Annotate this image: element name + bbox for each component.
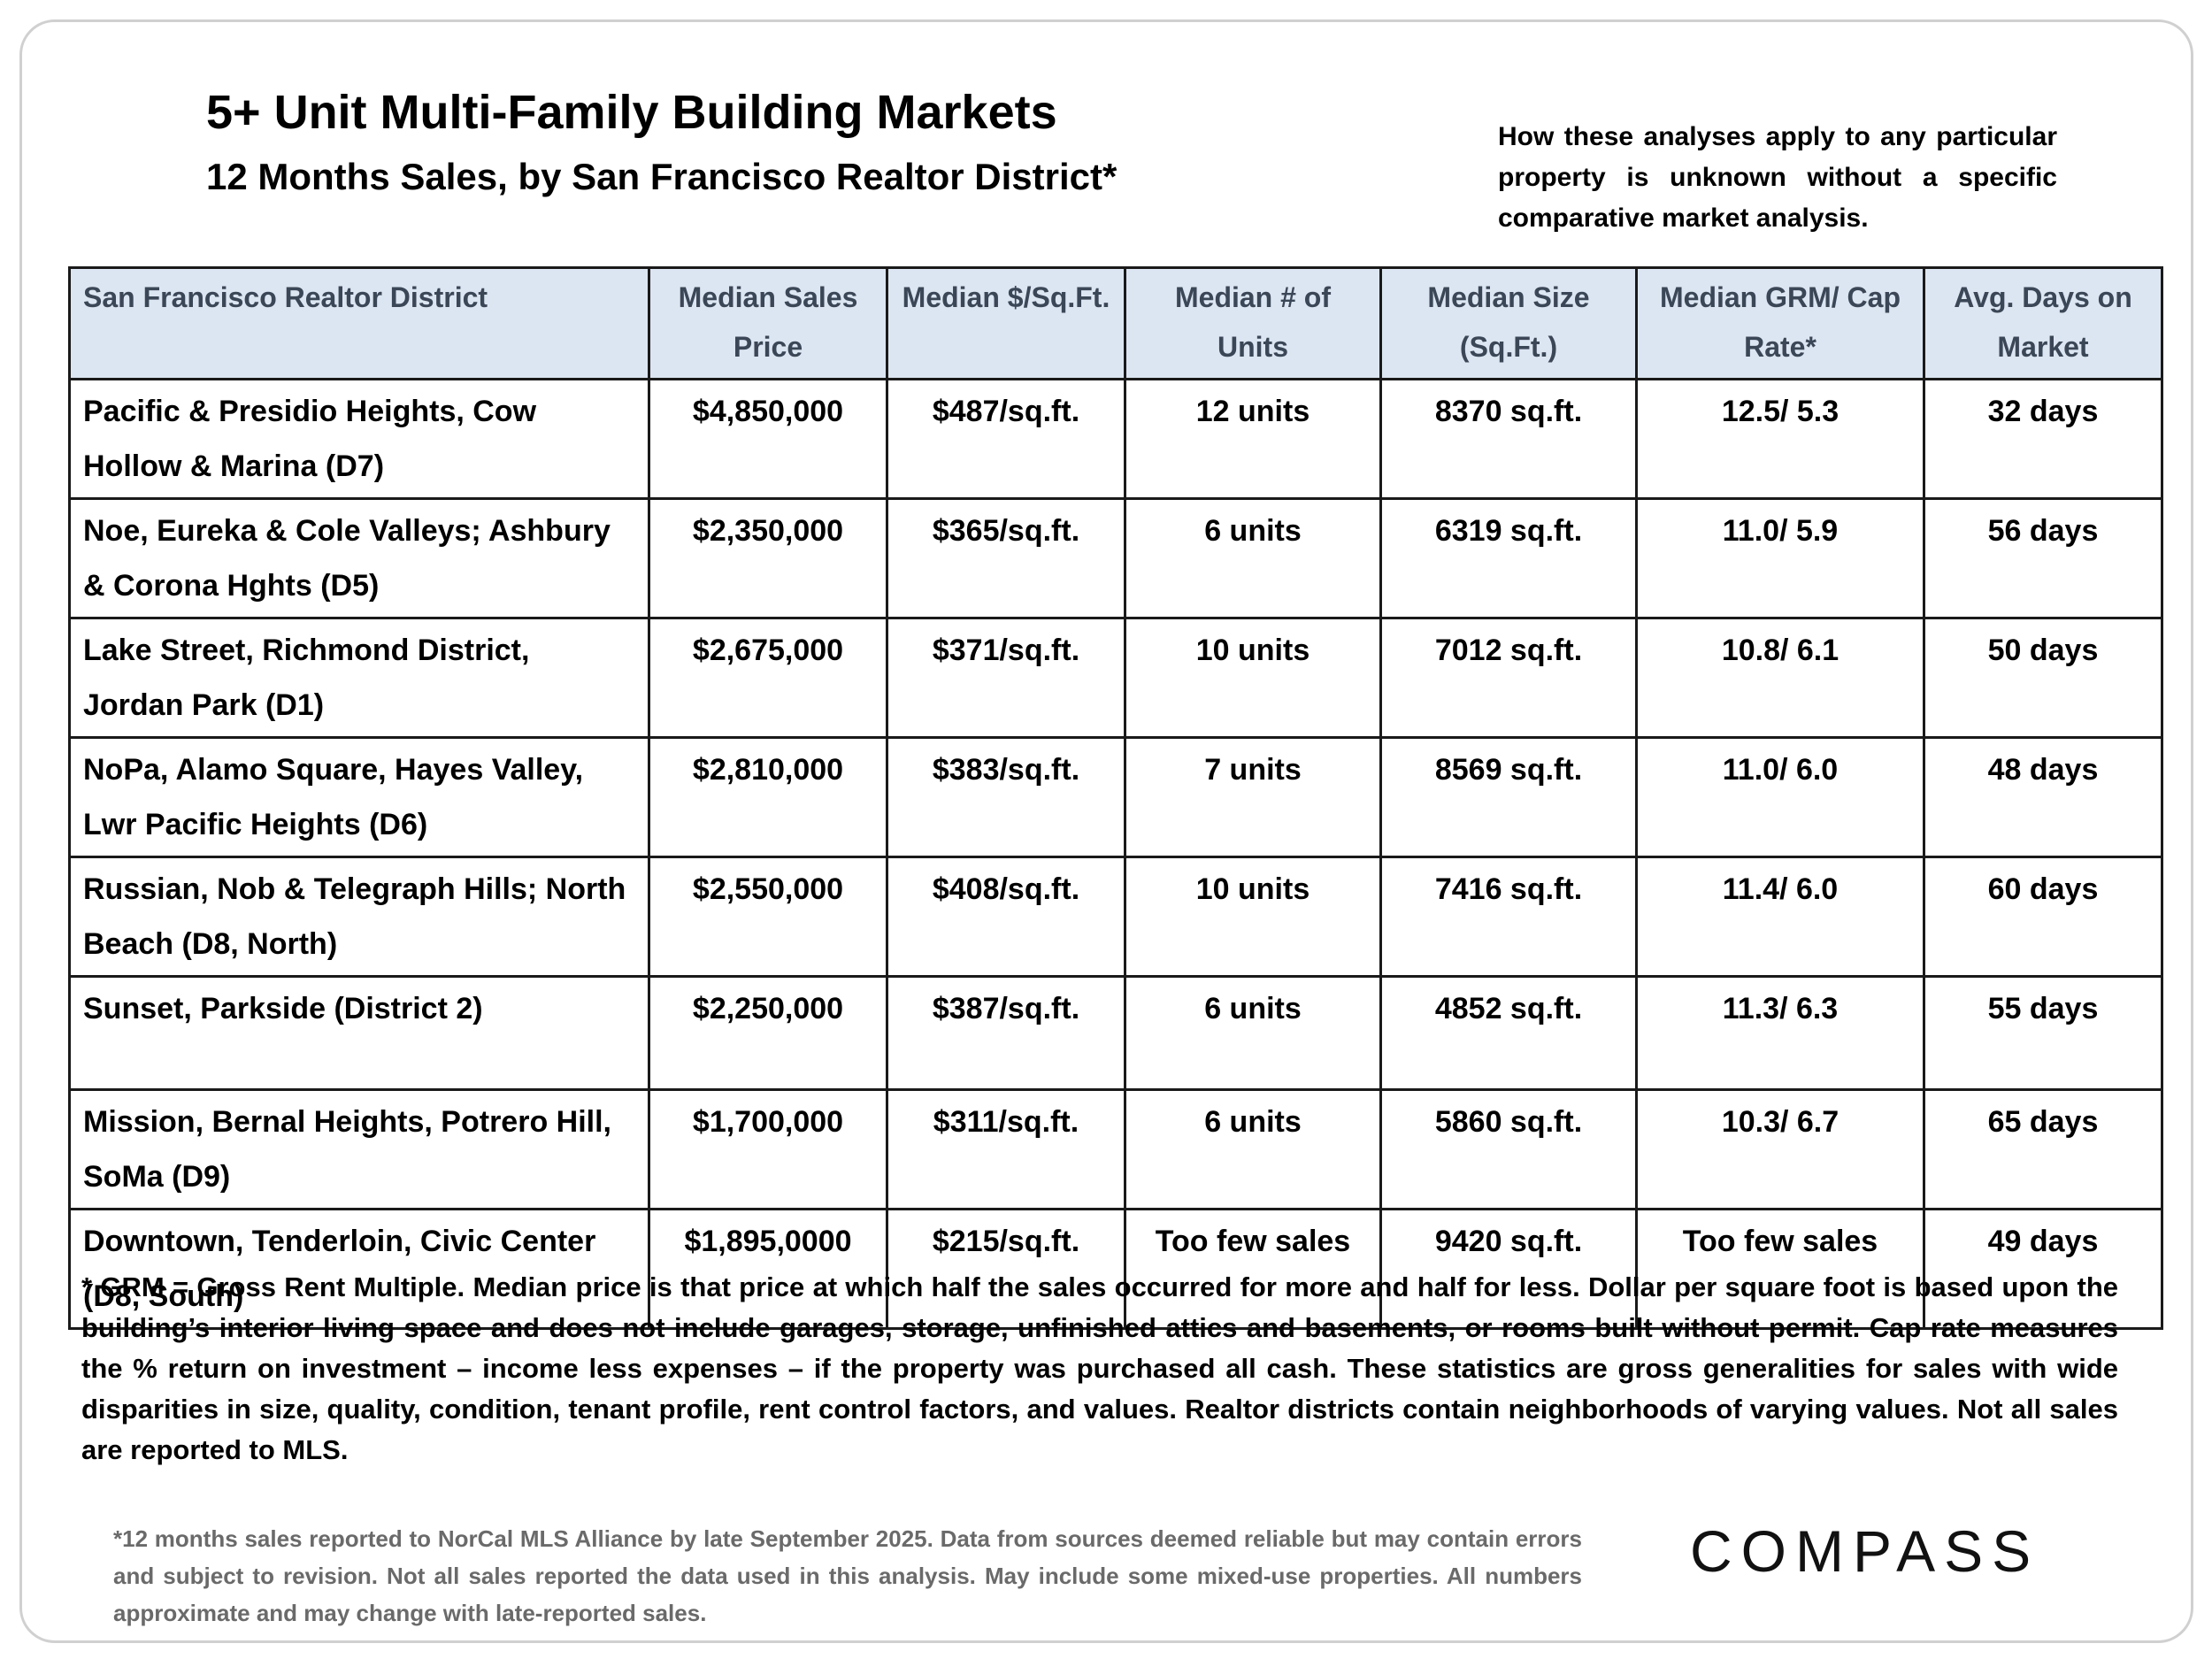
value-cell: Too few sales [1635, 1208, 1925, 1330]
value-cell: 65 days [1923, 1088, 2163, 1210]
value-cell: 10 units [1124, 617, 1382, 739]
row: NoPa, Alamo Square, Hayes Valley, Lwr Pa… [68, 736, 2163, 858]
value-cell: 10 units [1124, 856, 1382, 978]
value-cell: 55 days [1923, 975, 2163, 1091]
value-cell: 11.3/ 6.3 [1635, 975, 1925, 1091]
value-cell: $487/sq.ft. [886, 378, 1126, 500]
value-cell: $2,250,000 [648, 975, 888, 1091]
row: Downtown, Tenderloin, Civic Center (D8, … [68, 1208, 2163, 1330]
value-cell: 5860 sq.ft. [1379, 1088, 1638, 1210]
district-cell: NoPa, Alamo Square, Hayes Valley, Lwr Pa… [68, 736, 650, 858]
value-cell: 7416 sq.ft. [1379, 856, 1638, 978]
row: Noe, Eureka & Cole Valleys; Ashbury & Co… [68, 497, 2163, 619]
value-cell: 56 days [1923, 497, 2163, 619]
value-cell: 7 units [1124, 736, 1382, 858]
value-cell: 8569 sq.ft. [1379, 736, 1638, 858]
value-cell: 9420 sq.ft. [1379, 1208, 1638, 1330]
district-cell: Sunset, Parkside (District 2) [68, 975, 650, 1091]
value-cell: $2,350,000 [648, 497, 888, 619]
value-cell: $311/sq.ft. [886, 1088, 1126, 1210]
district-cell: Pacific & Presidio Heights, Cow Hollow &… [68, 378, 650, 500]
value-cell: 49 days [1923, 1208, 2163, 1330]
header-cell: Median Sales Price [648, 266, 888, 380]
value-cell: 8370 sq.ft. [1379, 378, 1638, 500]
value-cell: $4,850,000 [648, 378, 888, 500]
logo: COMPASS [1690, 1518, 2040, 1584]
header-cell: San Francisco Realtor District [68, 266, 650, 380]
value-cell: $2,550,000 [648, 856, 888, 978]
value-cell: 6 units [1124, 975, 1382, 1091]
value-cell: $365/sq.ft. [886, 497, 1126, 619]
header-cell: Median Size (Sq.Ft.) [1379, 266, 1638, 380]
value-cell: 10.8/ 6.1 [1635, 617, 1925, 739]
title: 5+ Unit Multi-Family Building Markets [206, 86, 1057, 139]
value-cell: 6 units [1124, 497, 1382, 619]
value-cell: 4852 sq.ft. [1379, 975, 1638, 1091]
source-note: *12 months sales reported to NorCal MLS … [113, 1525, 1582, 1626]
value-cell: $215/sq.ft. [886, 1208, 1126, 1330]
row: Pacific & Presidio Heights, Cow Hollow &… [68, 378, 2163, 500]
value-cell: 12.5/ 5.3 [1635, 378, 1925, 500]
row: Sunset, Parkside (District 2) $2,250,000 $… [68, 975, 2163, 1091]
subtitle: 12 Months Sales, by San Francisco Realto… [206, 156, 1118, 197]
value-cell: 10.3/ 6.7 [1635, 1088, 1925, 1210]
header-cell: Median GRM/ Cap Rate* [1635, 266, 1925, 380]
district-cell: Downtown, Tenderloin, Civic Center (D8, … [68, 1208, 650, 1330]
value-cell: 12 units [1124, 378, 1382, 500]
value-cell: Too few sales [1124, 1208, 1382, 1330]
value-cell: 11.4/ 6.0 [1635, 856, 1925, 978]
value-cell: 50 days [1923, 617, 2163, 739]
value-cell: 11.0/ 5.9 [1635, 497, 1925, 619]
header-cell: Median # of Units [1124, 266, 1382, 380]
header-cell: Median $/Sq.Ft. [886, 266, 1126, 380]
header-row: San Francisco Realtor District Median Sal… [68, 266, 2163, 380]
value-cell: 7012 sq.ft. [1379, 617, 1638, 739]
value-cell: $383/sq.ft. [886, 736, 1126, 858]
value-cell: 32 days [1923, 378, 2163, 500]
value-cell: 60 days [1923, 856, 2163, 978]
district-cell: Noe, Eureka & Cole Valleys; Ashbury & Co… [68, 497, 650, 619]
frame [19, 19, 2193, 1643]
value-cell: $1,895,0000 [648, 1208, 888, 1330]
row: Lake Street, Richmond District, Jordan P… [68, 617, 2163, 739]
header-cell: Avg. Days on Market [1923, 266, 2163, 380]
row: Mission, Bernal Heights, Potrero Hill, S… [68, 1088, 2163, 1210]
value-cell: 6319 sq.ft. [1379, 497, 1638, 619]
value-cell: $387/sq.ft. [886, 975, 1126, 1091]
value-cell: $2,810,000 [648, 736, 888, 858]
value-cell: $408/sq.ft. [886, 856, 1126, 978]
district-cell: Russian, Nob & Telegraph Hills; North Be… [68, 856, 650, 978]
value-cell: $1,700,000 [648, 1088, 888, 1210]
value-cell: $2,675,000 [648, 617, 888, 739]
value-cell: 6 units [1124, 1088, 1382, 1210]
district-cell: Mission, Bernal Heights, Potrero Hill, S… [68, 1088, 650, 1210]
footnote: * GRM = Gross Rent Multiple. Median pric… [81, 1271, 2118, 1465]
table: San Francisco Realtor District Median Sal… [68, 266, 2163, 1330]
district-cell: Lake Street, Richmond District, Jordan P… [68, 617, 650, 739]
value-cell: $371/sq.ft. [886, 617, 1126, 739]
disclaimer: How these analyses apply to any particul… [1498, 122, 2057, 233]
value-cell: 48 days [1923, 736, 2163, 858]
table-body: Pacific & Presidio Heights, Cow Hollow &… [68, 378, 2163, 1330]
value-cell: 11.0/ 6.0 [1635, 736, 1925, 858]
row: Russian, Nob & Telegraph Hills; North Be… [68, 856, 2163, 978]
